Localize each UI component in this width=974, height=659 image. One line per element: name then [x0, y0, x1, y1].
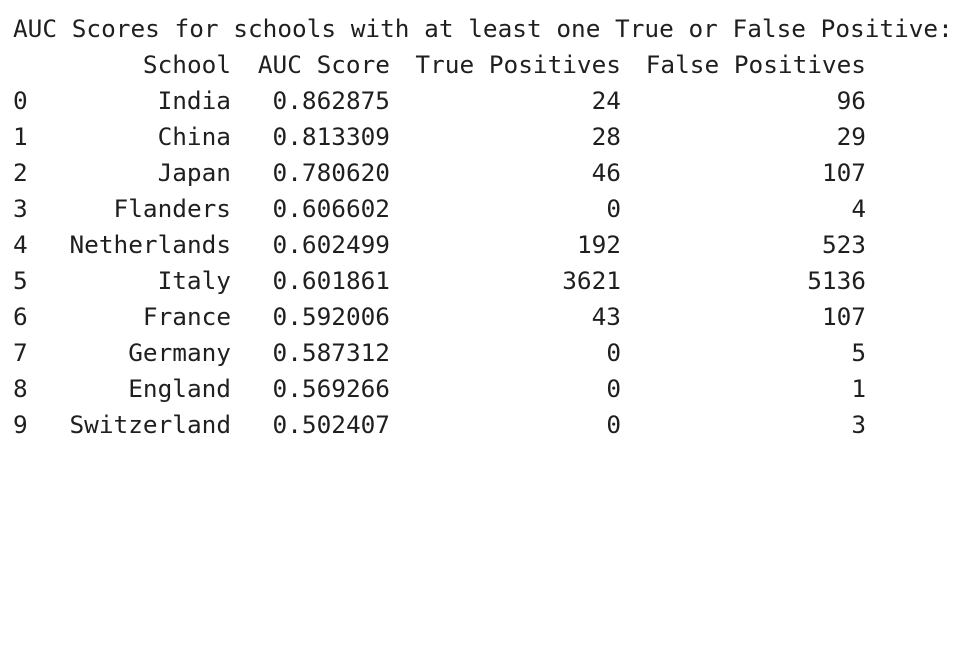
row-index: 0: [13, 86, 28, 115]
false-positives-cell: 3: [851, 410, 866, 439]
row-index: 9: [13, 410, 28, 439]
false-positives-cell: 29: [836, 122, 866, 151]
true-positives-cell: 0: [606, 338, 621, 367]
table-row: 7 Germany 0.587312 0 5: [0, 335, 974, 371]
true-positives-cell: 0: [606, 194, 621, 223]
false-positives-cell: 5136: [807, 266, 866, 295]
row-index: 3: [13, 194, 28, 223]
auc-score-cell: 0.813309: [272, 122, 390, 151]
table-row: 6 France 0.592006 43 107: [0, 299, 974, 335]
auc-score-cell: 0.587312: [272, 338, 390, 367]
output-heading: AUC Scores for schools with at least one…: [13, 14, 953, 43]
false-positives-cell: 107: [821, 302, 866, 331]
school-cell: England: [128, 374, 231, 403]
table-row: 4 Netherlands 0.602499 192 523: [0, 227, 974, 263]
auc-score-cell: 0.601861: [272, 266, 390, 295]
false-positives-cell: 5: [851, 338, 866, 367]
true-positives-cell: 3621: [562, 266, 621, 295]
notebook-output: AUC Scores for schools with at least one…: [0, 14, 974, 443]
true-positives-cell: 0: [606, 410, 621, 439]
row-index: 6: [13, 302, 28, 331]
true-positives-cell: 0: [606, 374, 621, 403]
auc-score-cell: 0.606602: [272, 194, 390, 223]
school-cell: Japan: [157, 158, 231, 187]
row-index: 1: [13, 122, 28, 151]
row-index: 2: [13, 158, 28, 187]
table-row: 2 Japan 0.780620 46 107: [0, 155, 974, 191]
school-cell: Germany: [128, 338, 231, 367]
auc-score-cell: 0.862875: [272, 86, 390, 115]
true-positives-cell: 192: [576, 230, 621, 259]
auc-score-cell: 0.602499: [272, 230, 390, 259]
false-positives-cell: 96: [836, 86, 866, 115]
row-index: 7: [13, 338, 28, 367]
table-row: 1 China 0.813309 28 29: [0, 119, 974, 155]
table-row: 8 England 0.569266 0 1: [0, 371, 974, 407]
table-row: 9 Switzerland 0.502407 0 3: [0, 407, 974, 443]
true-positives-cell: 28: [591, 122, 621, 151]
column-header-school: School: [142, 50, 231, 79]
school-cell: France: [142, 302, 231, 331]
false-positives-cell: 1: [851, 374, 866, 403]
true-positives-cell: 43: [591, 302, 621, 331]
school-cell: Flanders: [113, 194, 231, 223]
table-header-row: School AUC Score True Positives False Po…: [0, 47, 974, 83]
row-index: 4: [13, 230, 28, 259]
school-cell: China: [157, 122, 231, 151]
auc-score-cell: 0.502407: [272, 410, 390, 439]
column-header-true-positives: True Positives: [415, 50, 621, 79]
column-header-false-positives: False Positives: [645, 50, 866, 79]
row-index: 5: [13, 266, 28, 295]
false-positives-cell: 4: [851, 194, 866, 223]
table-row: 0 India 0.862875 24 96: [0, 83, 974, 119]
false-positives-cell: 523: [821, 230, 866, 259]
school-cell: Switzerland: [69, 410, 231, 439]
table-row: 3 Flanders 0.606602 0 4: [0, 191, 974, 227]
school-cell: India: [157, 86, 231, 115]
school-cell: Netherlands: [69, 230, 231, 259]
school-cell: Italy: [157, 266, 231, 295]
table-row: 5 Italy 0.601861 3621 5136: [0, 263, 974, 299]
true-positives-cell: 46: [591, 158, 621, 187]
true-positives-cell: 24: [591, 86, 621, 115]
auc-score-cell: 0.592006: [272, 302, 390, 331]
column-header-auc-score: AUC Score: [257, 50, 390, 79]
false-positives-cell: 107: [821, 158, 866, 187]
auc-score-cell: 0.569266: [272, 374, 390, 403]
row-index: 8: [13, 374, 28, 403]
auc-score-cell: 0.780620: [272, 158, 390, 187]
